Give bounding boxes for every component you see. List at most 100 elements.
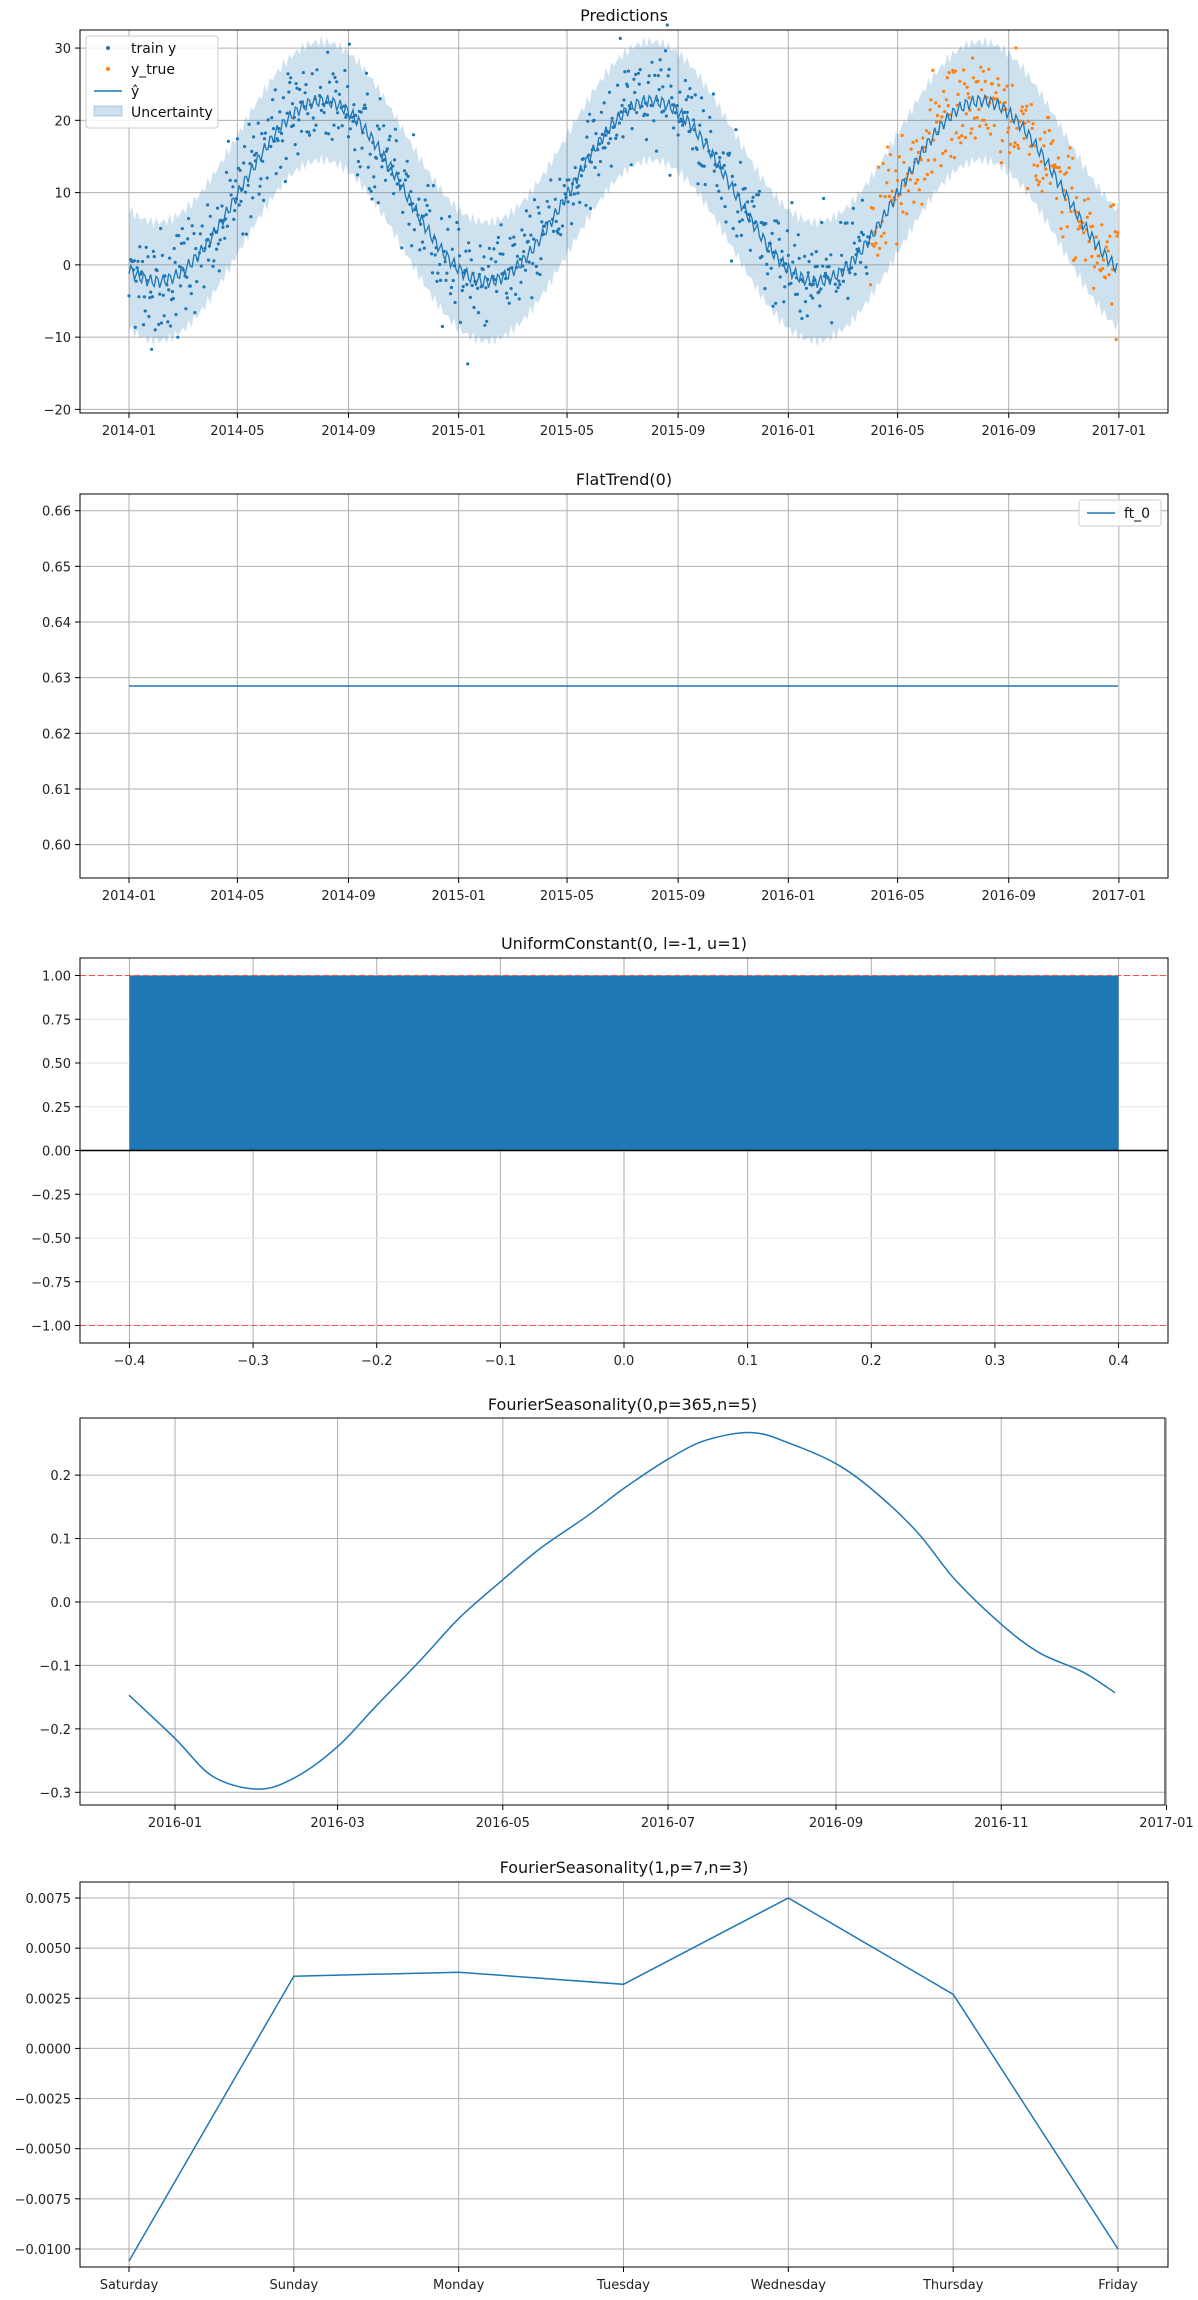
train-y-point xyxy=(747,212,751,217)
y-true-point xyxy=(989,132,993,136)
y-true-point xyxy=(1044,167,1048,171)
train-y-point xyxy=(248,162,252,166)
y-true-point xyxy=(868,283,873,287)
train-y-point xyxy=(657,87,661,92)
train-y-point xyxy=(206,203,210,207)
x-tick-label: 2016-09 xyxy=(982,889,1036,904)
train-y-point xyxy=(492,247,496,251)
train-y-point xyxy=(392,158,397,162)
train-y-point xyxy=(392,192,396,196)
y-true-point xyxy=(933,158,937,162)
train-y-point xyxy=(798,309,802,313)
train-y-point xyxy=(522,250,526,254)
train-y-point xyxy=(486,264,491,268)
train-y-point xyxy=(698,123,702,127)
train-y-point xyxy=(556,231,560,235)
train-y-point xyxy=(746,200,750,204)
train-y-point xyxy=(132,259,136,263)
y-true-point xyxy=(884,241,888,245)
train-y-point xyxy=(819,287,823,291)
train-y-point xyxy=(226,139,230,143)
train-y-point xyxy=(815,264,819,268)
train-y-point xyxy=(740,218,744,222)
y-true-point xyxy=(1107,273,1111,277)
y-true-point xyxy=(1090,254,1094,259)
train-y-point xyxy=(365,92,369,96)
y-true-point xyxy=(1036,164,1040,168)
train-y-point xyxy=(207,244,211,248)
train-y-point xyxy=(458,320,463,324)
predictions-frame xyxy=(79,29,1169,414)
x-tick-label: −0.2 xyxy=(361,1354,393,1369)
train-y-point xyxy=(137,295,141,299)
y-true-point xyxy=(1032,163,1036,167)
train-y-point xyxy=(553,197,557,201)
train-y-point xyxy=(352,103,356,107)
train-y-point xyxy=(752,204,756,208)
train-y-point xyxy=(784,262,788,266)
y-true-point xyxy=(1092,286,1096,290)
train-y-point xyxy=(412,228,416,232)
train-y-point xyxy=(388,134,392,138)
train-y-point xyxy=(795,292,800,296)
train-y-point xyxy=(293,143,297,147)
train-y-point xyxy=(789,281,793,285)
train-y-point xyxy=(852,241,856,245)
train-y-point xyxy=(774,301,778,305)
y-true-point xyxy=(969,131,973,135)
y-true-point xyxy=(1057,165,1061,170)
train-y-point xyxy=(177,234,181,238)
legend-box xyxy=(1078,499,1162,527)
y-true-point xyxy=(1103,276,1107,280)
train-y-point xyxy=(549,178,553,182)
train-y-point xyxy=(247,122,251,126)
train-y-point xyxy=(670,96,674,100)
train-y-point xyxy=(167,288,171,292)
train-y-point xyxy=(501,252,505,256)
train-y-point xyxy=(858,239,862,243)
x-tick-label: 2014-05 xyxy=(210,889,264,904)
train-y-point xyxy=(702,164,706,168)
train-y-point xyxy=(851,206,856,210)
train-y-point xyxy=(483,323,487,327)
train-y-point xyxy=(249,215,253,219)
y-true-point xyxy=(943,109,947,114)
y-true-point xyxy=(972,116,977,120)
x-tick-label: 2017-01 xyxy=(1139,1816,1193,1831)
train-y-point xyxy=(529,233,533,237)
train-y-point xyxy=(466,362,470,366)
legend-label-uncertainty: Uncertainty xyxy=(131,105,213,121)
train-y-point xyxy=(259,177,263,181)
train-y-point xyxy=(346,135,351,139)
y-true-point xyxy=(943,149,948,153)
train-y-point xyxy=(260,132,264,136)
y-true-point xyxy=(1116,231,1120,235)
y-true-point xyxy=(934,101,938,105)
train-y-point xyxy=(223,236,227,240)
y-true-point xyxy=(1016,143,1020,147)
train-y-point xyxy=(231,185,235,189)
train-y-point xyxy=(450,247,454,251)
train-y-point xyxy=(681,123,685,127)
y-true-point xyxy=(964,112,968,116)
legend-label-prediction: ŷ xyxy=(131,84,139,100)
train-y-point xyxy=(444,278,448,282)
train-y-point xyxy=(523,233,527,237)
train-y-point xyxy=(286,72,290,76)
y-true-point xyxy=(1051,139,1055,143)
train-y-point xyxy=(770,231,774,235)
y-true-point xyxy=(1066,154,1070,158)
train-y-point xyxy=(519,280,523,284)
train-y-point xyxy=(327,80,332,84)
train-y-point xyxy=(354,113,358,117)
train-y-point xyxy=(243,190,248,194)
uniform-constant-panel: −0.4 −0.3 −0.2 −0.1 0.0 0.1 0.2 0.3 0.4 1.00 0.75 0… xyxy=(31,934,1169,1369)
y-tick-label: 0.0000 xyxy=(26,2042,72,2057)
y-tick-label: −1.00 xyxy=(31,1320,71,1335)
y-tick-label: 0.0 xyxy=(50,1596,71,1611)
train-y-point xyxy=(487,246,491,250)
predictions-panel: 2014-01 2014-05 2014-09 2015-01 2015-05 2015-… xyxy=(44,6,1169,439)
y-tick-label: −0.0075 xyxy=(15,2193,71,2208)
train-y-point xyxy=(406,174,410,178)
train-y-point xyxy=(199,264,203,268)
